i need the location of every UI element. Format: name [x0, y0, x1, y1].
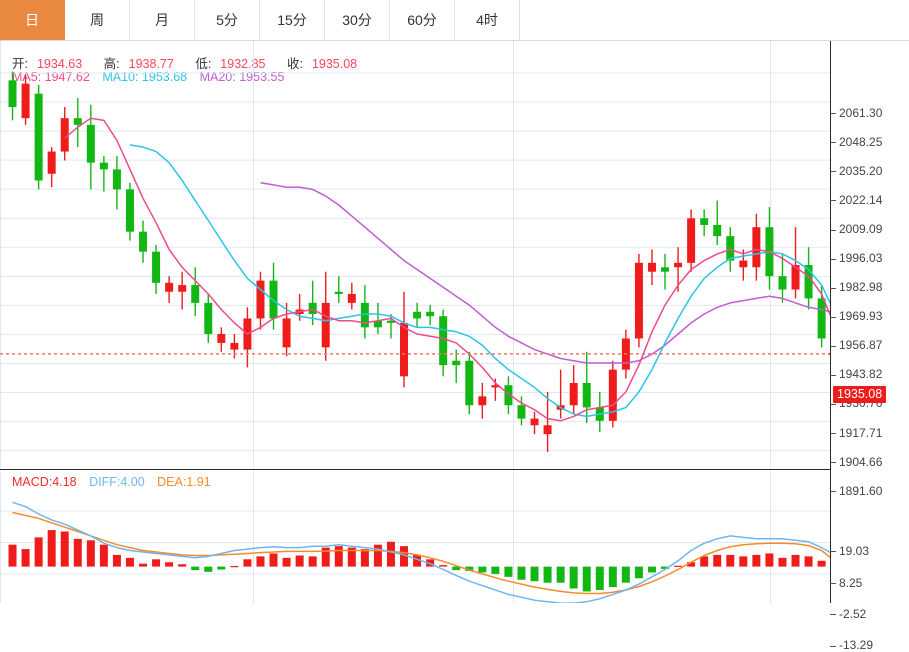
- axis-tick-label: 19.03: [839, 544, 870, 558]
- axis-tick-label: 1982.98: [839, 280, 883, 295]
- axis-tick-dash: [830, 345, 836, 347]
- price-tick-8: 1956.87: [830, 338, 882, 352]
- axis-tick-label: 1969.93: [839, 309, 883, 324]
- axis-tick-label: 2035.20: [839, 164, 883, 179]
- axis-tick-label: -2.52: [839, 606, 867, 621]
- low-label: 低:: [195, 57, 212, 71]
- low-value: 1932.85: [220, 57, 266, 71]
- axis-tick-label: 2009.09: [839, 222, 883, 237]
- close-label: 收:: [286, 57, 303, 71]
- axis-tick-dash: [830, 171, 836, 173]
- open-label: 开:: [12, 57, 28, 71]
- price-tick-3: 2022.14: [830, 193, 882, 207]
- macd-tick-0: 19.03: [830, 544, 869, 558]
- diff-value: DIFF:4.00: [89, 475, 145, 489]
- axis-tick-label: 2048.25: [839, 135, 883, 150]
- axis-tick-dash: [830, 432, 836, 434]
- macd-chart-panel[interactable]: [0, 471, 830, 603]
- current-price-badge: 1935.08: [833, 385, 887, 403]
- axis-tick-label: 8.25: [839, 575, 863, 590]
- open-value: 1934.63: [36, 57, 83, 71]
- macd-legend: MACD:4.18 DIFF:4.00 DEA:1.91: [12, 475, 220, 489]
- tab-0[interactable]: 日: [0, 0, 65, 40]
- axis-tick-label: 1904.66: [839, 454, 883, 469]
- panel-divider: [0, 469, 830, 470]
- tab-5[interactable]: 30分: [325, 0, 390, 40]
- price-chart-panel[interactable]: [0, 41, 830, 470]
- tab-7[interactable]: 4时: [455, 0, 520, 40]
- dea-value: DEA:1.91: [157, 475, 211, 489]
- axis-tick-label: 2061.30: [839, 106, 883, 120]
- axis-tick-dash: [830, 258, 836, 260]
- price-tick-2: 2035.20: [830, 164, 882, 178]
- timeframe-tabbar: 日周月 5分 15分 30分 60分 4时: [0, 0, 909, 41]
- axis-tick-dash: [830, 113, 836, 115]
- price-tick-7: 1969.93: [830, 309, 882, 323]
- ohlc-legend: 开: 1934.63 高: 1938.77 低: 1932.85 收: 1935.08: [12, 53, 375, 72]
- axis-tick-dash: [830, 316, 836, 318]
- axis-tick-label: -13.29: [839, 638, 874, 652]
- price-tick-11: 1917.71: [830, 426, 882, 440]
- axis-tick-dash: [830, 403, 836, 405]
- axis-tick-label: 1956.87: [839, 338, 883, 353]
- axis-tick-dash: [830, 614, 836, 616]
- price-axis: 2061.30 2048.25 2035.20 2022.14 2009.09 1996.…: [830, 41, 909, 652]
- axis-tick-dash: [830, 461, 836, 463]
- tabbar-filler: [520, 0, 909, 40]
- high-value: 1938.77: [128, 57, 174, 71]
- axis-tick-dash: [830, 374, 836, 376]
- axis-tick-label: 1917.71: [839, 425, 883, 440]
- price-tick-12: 1904.66: [830, 455, 882, 469]
- price-tick-4: 2009.09: [830, 222, 882, 236]
- price-tick-6: 1982.98: [830, 280, 882, 294]
- axis-tick-label: 1891.60: [839, 483, 883, 498]
- axis-tick-dash: [830, 490, 836, 492]
- close-value: 1935.08: [311, 57, 358, 71]
- macd-tick-3: -13.29: [830, 638, 873, 652]
- macd-value: MACD:4.18: [12, 475, 77, 489]
- axis-tick-dash: [830, 551, 836, 553]
- tab-3[interactable]: 5分: [195, 0, 260, 40]
- axis-vertical-rule: [830, 41, 831, 603]
- axis-tick-dash: [830, 142, 836, 144]
- axis-tick-dash: [830, 582, 836, 584]
- axis-tick-dash: [830, 229, 836, 231]
- macd-tick-2: -2.52: [830, 607, 866, 621]
- tab-4[interactable]: 15分: [260, 0, 325, 40]
- axis-tick-dash: [830, 287, 836, 289]
- price-tick-0: 2061.30: [830, 106, 882, 120]
- tab-6[interactable]: 60分: [390, 0, 455, 40]
- tab-2[interactable]: 月: [130, 0, 195, 40]
- price-tick-1: 2048.25: [830, 135, 882, 149]
- macd-tick-1: 8.25: [830, 576, 862, 590]
- axis-tick-label: 2022.14: [839, 193, 883, 208]
- tab-1[interactable]: 周: [65, 0, 130, 40]
- high-label: 高:: [103, 57, 120, 71]
- axis-tick-label: 1996.03: [839, 251, 883, 266]
- axis-tick-dash: [830, 645, 836, 647]
- price-tick-13: 1891.60: [830, 484, 882, 498]
- price-tick-5: 1996.03: [830, 251, 882, 265]
- price-tick-9: 1943.82: [830, 367, 882, 381]
- axis-tick-label: 1943.82: [839, 367, 883, 382]
- axis-tick-dash: [830, 200, 836, 202]
